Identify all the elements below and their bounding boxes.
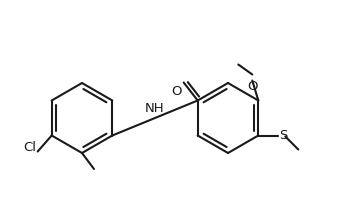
Text: S: S	[279, 129, 288, 142]
Text: O: O	[171, 84, 182, 97]
Text: Cl: Cl	[24, 141, 37, 154]
Text: O: O	[247, 79, 258, 92]
Text: NH: NH	[145, 102, 165, 115]
